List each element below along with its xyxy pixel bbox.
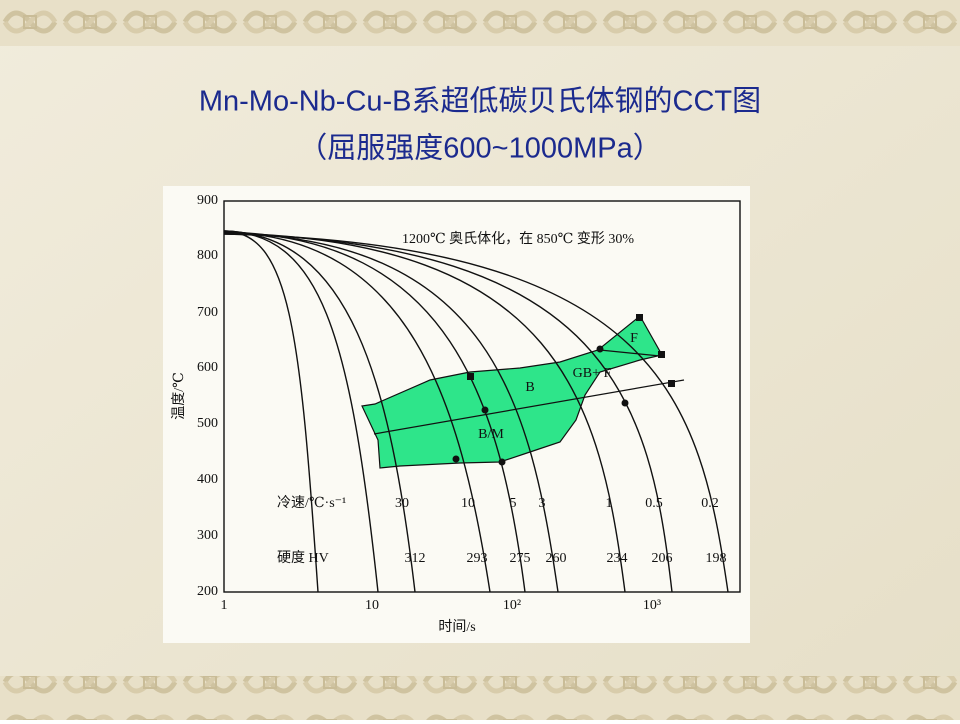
hardness-value: 198 [706,551,727,566]
x-tick-labels: 1 10 10² 10³ [221,598,662,613]
top-border [0,0,960,46]
cooling-curves [223,230,729,593]
y-tick-label: 800 [197,248,218,263]
marker [452,455,460,463]
cooling-rate: 1 [606,496,613,511]
x-tick-label: 10 [365,598,379,613]
y-tick-label: 500 [197,416,218,431]
y-tick-labels: 900 800 700 600 500 400 300 200 [197,193,218,599]
cooling-curve [223,231,526,593]
x-axis-label: 时间/s [438,619,475,635]
marker [668,380,675,387]
y-tick-label: 300 [197,528,218,543]
transformation-region [361,315,663,469]
cooling-rate: 10 [461,496,475,511]
x-tick-label: 10² [503,598,521,613]
cooling-curve [223,232,626,593]
marker [596,345,604,353]
y-tick-label: 600 [197,360,218,375]
cooling-rate-label: 冷速/℃·s⁻¹ [277,495,346,511]
phase-boundary [373,379,685,435]
y-axis-label: 温度/℃ [171,372,187,420]
cooling-curve [223,230,379,593]
cooling-rate: 5 [510,496,517,511]
region-label: F [630,331,638,346]
hardness-value: 260 [546,551,567,566]
cooling-curve [223,230,319,593]
y-tick-label: 200 [197,584,218,599]
cooling-curve [223,231,491,593]
marker [621,399,629,407]
y-tick-label: 400 [197,472,218,487]
x-tick-label: 10³ [643,598,661,613]
y-tick-label: 900 [197,193,218,208]
cooling-curve [223,232,559,593]
cooling-rate: 3 [539,496,546,511]
hardness-value: 234 [607,551,628,566]
phase-boundary [599,349,661,357]
region-label: GB+ F [573,366,612,381]
cooling-curve [223,233,673,593]
cooling-rate: 30 [395,496,409,511]
region-label: B/M [478,427,504,442]
hardness-value: 312 [405,551,426,566]
hardness-value: 293 [467,551,488,566]
plot-frame [223,200,741,593]
title-line: （屈服强度600~1000MPa） [298,132,661,165]
marker [481,406,489,414]
marker [467,373,474,380]
marker [658,351,665,358]
hardness-value: 275 [510,551,531,566]
cooling-curve [223,230,416,593]
hardness-values: 312 293 275 260 234 206 198 [405,551,727,566]
cooling-rates: 30 10 5 3 1 0.5 0.2 [395,496,719,511]
region-label: B [525,380,534,395]
hardness-value: 206 [652,551,673,566]
bottom-border [0,676,960,720]
cooling-curve [223,233,729,593]
hardness-label: 硬度 HV [277,550,329,566]
marker [498,458,506,466]
marker [636,314,643,321]
y-tick-label: 700 [197,305,218,320]
title-line: Mn-Mo-Nb-Cu-B系超低碳贝氏体钢的CCT图 [199,85,761,118]
cooling-rate: 0.5 [645,496,663,511]
annotation: 1200℃ 奥氏体化，在 850℃ 变形 30% [402,230,634,247]
x-tick-label: 1 [221,598,228,613]
figure: 900 800 700 600 500 400 300 200 1 10 10²… [163,186,750,643]
cooling-rate: 0.2 [701,496,719,511]
